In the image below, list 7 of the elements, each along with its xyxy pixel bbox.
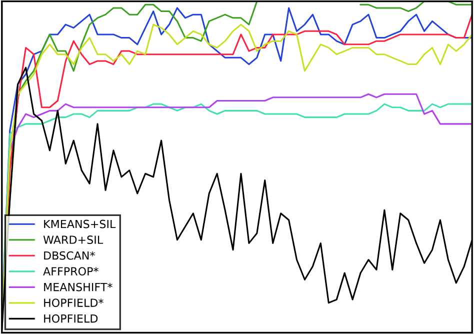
legend-label: DBSCAN*: [44, 251, 95, 260]
legend-label: HOPFIELD: [44, 314, 98, 323]
legend-label: KMEANS+SIL: [44, 220, 116, 228]
legend-label: WARD+SIL: [43, 236, 104, 244]
legend-label: MEANSHIFT*: [44, 282, 112, 292]
legend-label: HOPFIELD*: [44, 298, 104, 307]
legend-label: AFFPROP*: [43, 267, 98, 276]
